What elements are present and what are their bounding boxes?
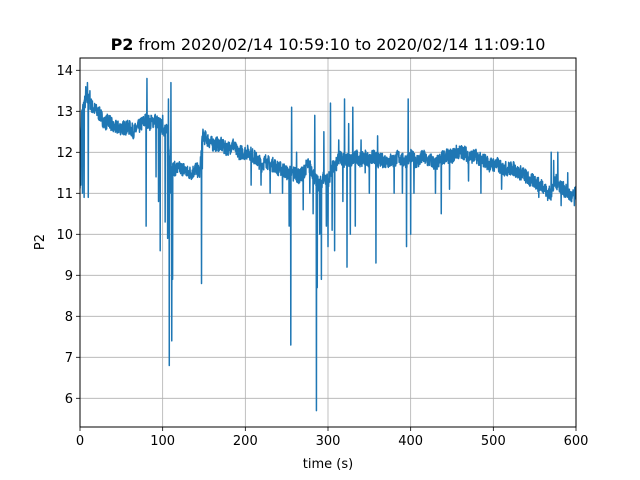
x-tick-label: 0: [76, 434, 84, 449]
y-tick-label: 14: [56, 64, 73, 79]
chart-title: P2 from 2020/02/14 10:59:10 to 2020/02/1…: [111, 35, 546, 54]
y-axis-label: P2: [33, 234, 48, 250]
y-tick-label: 7: [65, 351, 73, 366]
y-tick-label: 9: [65, 269, 73, 284]
x-axis: 0 100 200 300 400 500 600: [76, 427, 589, 449]
x-tick-label: 300: [316, 434, 341, 449]
x-tick-label: 100: [150, 434, 175, 449]
x-axis-label: time (s): [303, 457, 353, 472]
x-tick-label: 500: [481, 434, 506, 449]
y-tick-label: 6: [65, 392, 73, 407]
x-tick-label: 400: [398, 434, 423, 449]
y-tick-label: 11: [56, 187, 73, 202]
series-line-p2: [80, 77, 576, 412]
y-axis: 6 7 8 9 10 11 12 13 14: [56, 64, 80, 407]
chart-title-rest: from 2020/02/14 10:59:10 to 2020/02/14 1…: [133, 35, 545, 54]
y-tick-label: 10: [56, 228, 73, 243]
y-tick-label: 12: [56, 146, 73, 161]
x-tick-label: 200: [233, 434, 258, 449]
y-tick-label: 13: [56, 105, 73, 120]
chart-title-bold: P2: [111, 35, 134, 54]
x-tick-label: 600: [564, 434, 589, 449]
y-tick-label: 8: [65, 310, 73, 325]
